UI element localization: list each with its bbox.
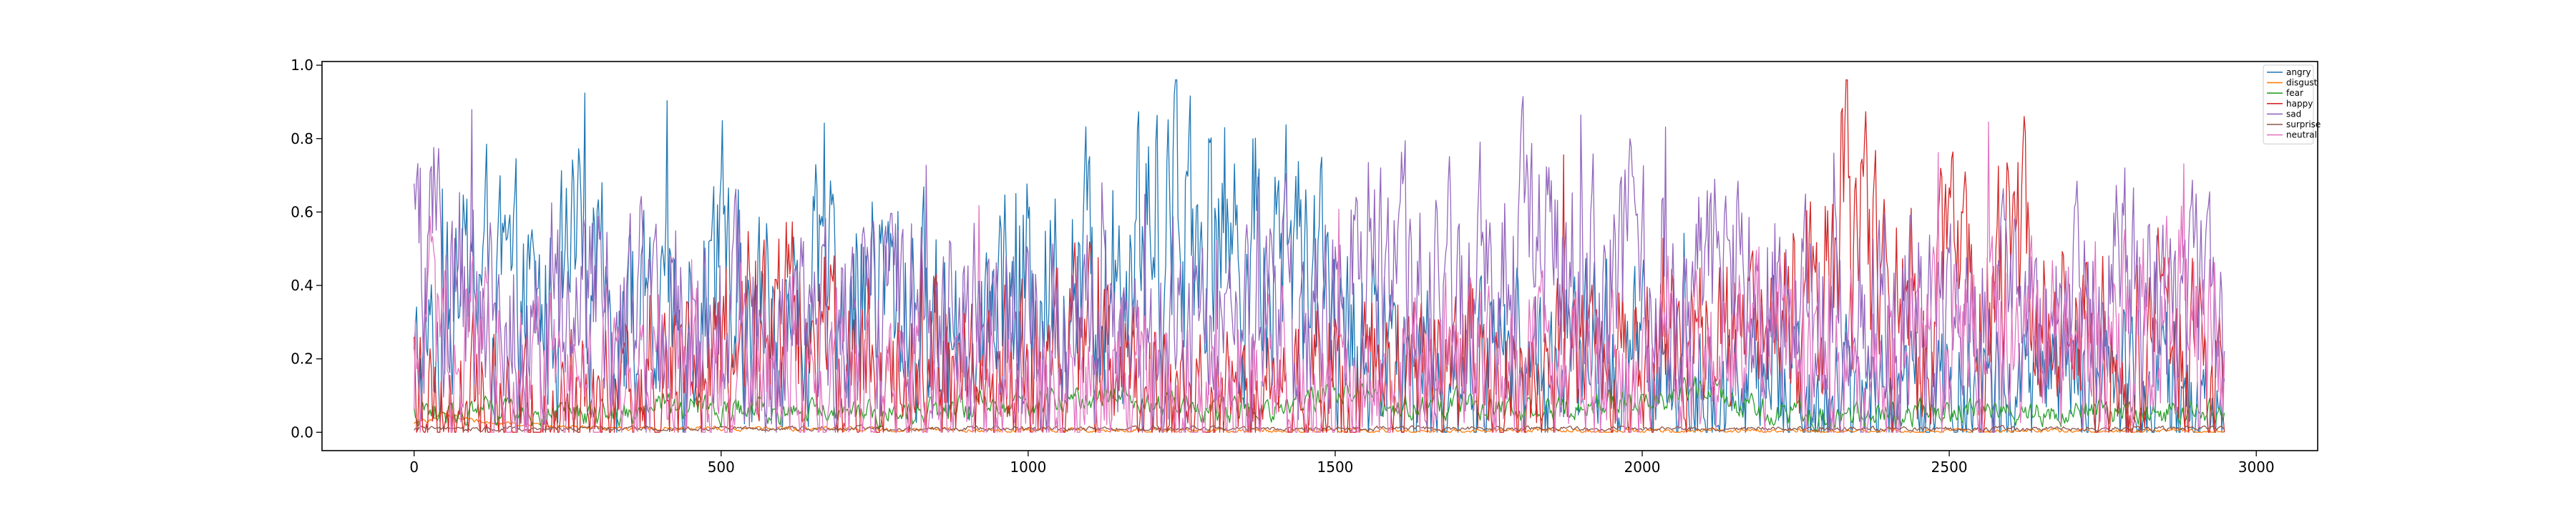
legend-label-sad: sad — [2286, 109, 2301, 119]
y-tick-label-0: 0.0 — [291, 423, 313, 441]
series-line-surprise — [414, 424, 2225, 433]
x-tick-label-3000: 3000 — [2238, 458, 2275, 476]
x-tick-label-2500: 2500 — [1931, 458, 1968, 476]
y-tick-label-2: 0.4 — [291, 277, 313, 294]
y-tick-label-4: 0.8 — [291, 130, 313, 147]
series-line-neutral — [414, 121, 2225, 433]
series-layer — [414, 79, 2225, 433]
x-tick-label-2000: 2000 — [1624, 458, 1661, 476]
legend-label-fear: fear — [2286, 88, 2303, 98]
x-axis: 0 500 1000 1500 2000 2500 3000 — [409, 451, 2275, 476]
y-axis: 0.0 0.2 0.4 0.6 0.8 1.0 — [291, 57, 322, 441]
legend-label-happy: happy — [2286, 99, 2313, 109]
x-tick-label-0: 0 — [409, 458, 419, 476]
legend-label-angry: angry — [2286, 67, 2311, 77]
y-tick-label-5: 1.0 — [291, 57, 313, 74]
y-tick-label-3: 0.6 — [291, 203, 313, 220]
legend-label-neutral: neutral — [2286, 130, 2317, 140]
legend-label-disgust: disgust — [2286, 78, 2318, 88]
x-tick-label-1500: 1500 — [1317, 458, 1354, 476]
x-tick-label-1000: 1000 — [1010, 458, 1046, 476]
legend-label-surprise: surprise — [2286, 119, 2321, 129]
series-line-sad — [414, 96, 2225, 433]
series-line-happy — [414, 79, 2225, 433]
x-tick-label-500: 500 — [708, 458, 735, 476]
y-tick-label-1: 0.2 — [291, 350, 313, 368]
plot-frame — [321, 61, 2318, 451]
